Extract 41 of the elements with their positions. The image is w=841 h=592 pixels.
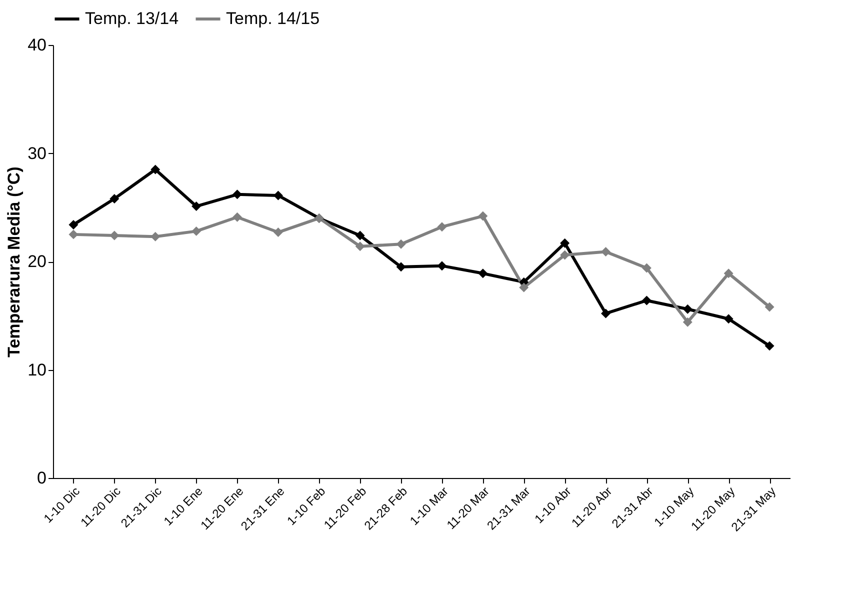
point bbox=[355, 230, 365, 240]
point bbox=[478, 268, 488, 278]
point bbox=[396, 262, 406, 272]
point bbox=[150, 164, 160, 174]
point bbox=[355, 242, 365, 252]
point bbox=[764, 341, 774, 351]
y-tick-label: 0 bbox=[37, 468, 46, 488]
y-tick-label: 40 bbox=[28, 36, 46, 54]
point bbox=[110, 194, 120, 204]
legend-label: Temp. 13/14 bbox=[85, 9, 179, 28]
point bbox=[724, 314, 734, 324]
point bbox=[724, 268, 734, 278]
point bbox=[642, 263, 652, 273]
point bbox=[560, 250, 570, 260]
point bbox=[478, 211, 488, 221]
point bbox=[601, 308, 610, 318]
point bbox=[560, 238, 570, 248]
point bbox=[601, 247, 610, 256]
point bbox=[68, 230, 78, 240]
point bbox=[437, 222, 447, 232]
y-tick-label: 30 bbox=[28, 144, 46, 163]
point bbox=[437, 261, 447, 271]
point bbox=[764, 302, 774, 312]
point bbox=[682, 317, 692, 327]
point bbox=[396, 239, 406, 249]
legend-label: Temp. 14/15 bbox=[226, 9, 320, 28]
point bbox=[232, 212, 242, 222]
point bbox=[150, 232, 160, 242]
point bbox=[519, 282, 529, 292]
point bbox=[682, 304, 692, 314]
point bbox=[273, 190, 283, 200]
point bbox=[273, 228, 283, 238]
point bbox=[232, 190, 242, 200]
y-axis-title: Temperarura Media (°C) bbox=[4, 166, 24, 358]
y-tick-label: 10 bbox=[28, 360, 46, 380]
point bbox=[110, 230, 120, 240]
point bbox=[192, 226, 202, 236]
point bbox=[192, 202, 202, 212]
point bbox=[642, 296, 652, 306]
point bbox=[68, 220, 78, 230]
y-tick-label: 20 bbox=[28, 252, 46, 271]
